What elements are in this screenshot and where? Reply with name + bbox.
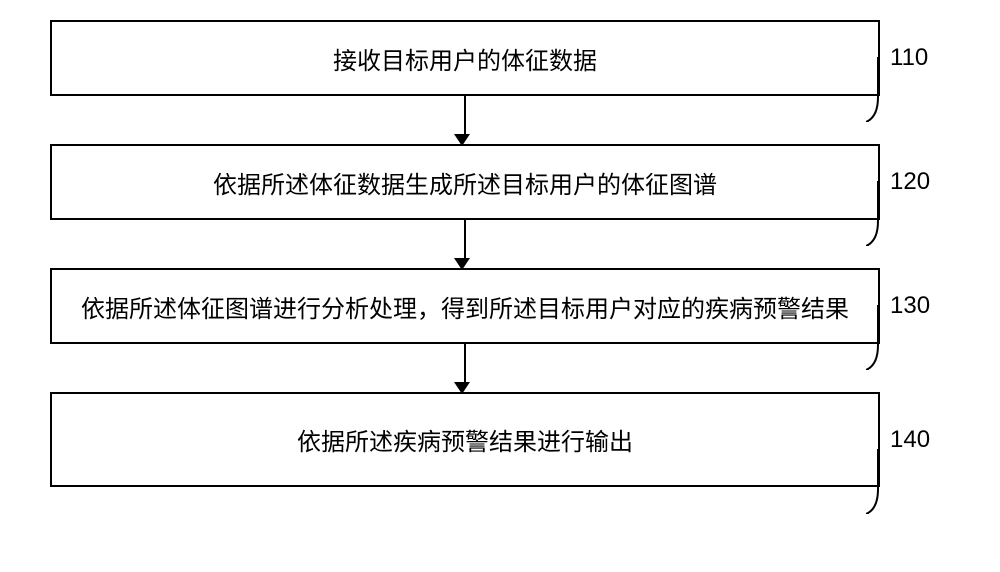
step-box-1: 接收目标用户的体征数据 bbox=[50, 20, 880, 96]
step-box-3: 依据所述体征图谱进行分析处理，得到所述目标用户对应的疾病预警结果 bbox=[50, 268, 880, 344]
step-label-2: 120 bbox=[890, 168, 930, 195]
arrow-line-3 bbox=[464, 344, 466, 382]
step-text-1: 接收目标用户的体征数据 bbox=[333, 41, 597, 76]
step-row-3: 依据所述体征图谱进行分析处理，得到所述目标用户对应的疾病预警结果 130 bbox=[50, 268, 950, 344]
step-label-4: 140 bbox=[890, 426, 930, 453]
arrow-2 bbox=[50, 220, 950, 268]
arrow-line-2 bbox=[464, 220, 466, 258]
arrow-1 bbox=[50, 96, 950, 144]
step-row-1: 接收目标用户的体征数据 110 bbox=[50, 20, 950, 96]
label-curve-4 bbox=[866, 449, 886, 514]
step-label-3: 130 bbox=[890, 292, 930, 319]
label-container-3: 130 bbox=[880, 292, 930, 320]
flowchart-container: 接收目标用户的体征数据 110 依据所述体征数据生成所述目标用户的体征图谱 12… bbox=[50, 20, 950, 487]
arrow-line-1 bbox=[464, 96, 466, 134]
arrow-3 bbox=[50, 344, 950, 392]
label-container-4: 140 bbox=[880, 426, 930, 454]
step-box-4: 依据所述疾病预警结果进行输出 bbox=[50, 392, 880, 487]
step-label-1: 110 bbox=[890, 44, 928, 71]
label-container-1: 110 bbox=[880, 44, 928, 72]
step-row-2: 依据所述体征数据生成所述目标用户的体征图谱 120 bbox=[50, 144, 950, 220]
step-text-4: 依据所述疾病预警结果进行输出 bbox=[297, 422, 633, 457]
step-text-2: 依据所述体征数据生成所述目标用户的体征图谱 bbox=[213, 165, 717, 200]
step-text-3: 依据所述体征图谱进行分析处理，得到所述目标用户对应的疾病预警结果 bbox=[81, 289, 849, 324]
label-container-2: 120 bbox=[880, 168, 930, 196]
step-box-2: 依据所述体征数据生成所述目标用户的体征图谱 bbox=[50, 144, 880, 220]
step-row-4: 依据所述疾病预警结果进行输出 140 bbox=[50, 392, 950, 487]
